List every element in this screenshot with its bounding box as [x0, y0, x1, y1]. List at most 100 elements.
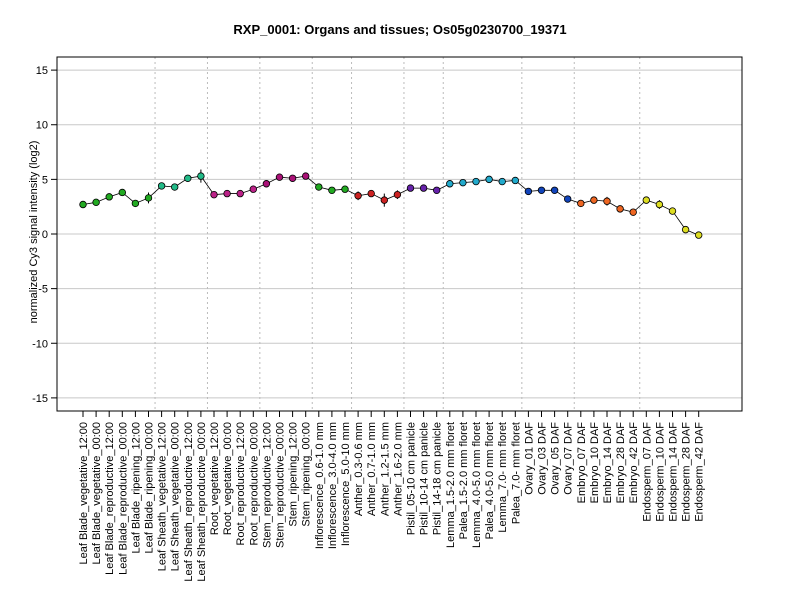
data-point [603, 197, 611, 205]
x-tick-label: Embryo_14 DAF [602, 422, 614, 504]
data-point [288, 174, 297, 182]
data-point-layer [79, 172, 703, 239]
data-point [655, 200, 664, 209]
data-point [511, 176, 519, 185]
data-point [380, 196, 388, 204]
x-tick-label: Leaf Blade_vegetative_12:00 [78, 422, 90, 565]
data-point [170, 183, 179, 191]
x-tick-label: Endosperm_10 DAF [654, 422, 666, 522]
x-axis: Leaf Blade_vegetative_12:00 Leaf Blade_ve… [78, 411, 706, 582]
data-point [157, 182, 166, 190]
y-axis: -15 -10 -5 0 5 10 15 [32, 65, 57, 405]
data-point [459, 178, 467, 187]
x-tick-label: Endosperm_07 DAF [641, 422, 653, 522]
x-tick-label: Pistil_05-10 cm panicle [406, 422, 418, 535]
x-tick-label: Endosperm_14 DAF [668, 422, 680, 522]
x-tick-label: Stem_ripening_00:00 [301, 422, 313, 527]
y-tick-label: 0 [42, 229, 48, 241]
x-tick-label: Anther_0.3-0.6 mm [353, 422, 365, 516]
x-tick-label: Leaf Sheath_vegetative_00:00 [170, 422, 182, 571]
data-point [668, 207, 677, 215]
data-point [564, 195, 572, 203]
x-tick-label: Ovary_01 DAF [523, 422, 535, 495]
x-tick-label: Anther_0.7-1.0 mm [366, 422, 378, 516]
data-point [524, 187, 533, 196]
x-tick-label: Anther_1.2-1.5 mm [379, 422, 391, 516]
x-tick-label: Anther_1.6-2.0 mm [392, 422, 404, 516]
data-point [249, 185, 257, 193]
x-tick-label: Lemma_7.0- mm floret [497, 422, 509, 533]
grid-layer [57, 57, 742, 411]
x-tick-label: Leaf Sheath_vegetative_12:00 [157, 422, 169, 571]
data-point [315, 183, 323, 191]
data-point [210, 190, 218, 199]
x-tick-label: Leaf Blade_reproductive_12:00 [104, 422, 116, 575]
x-tick-label: Lemma_1.5-2.0 mm floret [445, 422, 457, 548]
data-point [433, 186, 441, 194]
data-point [184, 174, 192, 182]
data-point [367, 189, 375, 198]
data-point [105, 193, 113, 201]
x-tick-label: Pistil_14-18 cm panicle [432, 422, 444, 535]
data-point [446, 180, 454, 188]
y-tick-label: 15 [36, 65, 48, 77]
x-tick-label: Root_vegetative_12:00 [209, 422, 221, 535]
x-tick-label: Pistil_10-14 cm panicle [419, 422, 431, 535]
x-tick-label: Root_reproductive_00:00 [248, 422, 260, 546]
data-point [118, 188, 126, 197]
x-tick-label: Root_vegetative_00:00 [222, 422, 234, 535]
x-tick-label: Leaf Blade_ripening_12:00 [130, 422, 142, 554]
x-tick-label: Embryo_42 DAF [628, 422, 640, 504]
x-tick-label: Palea_7.0- mm floret [510, 422, 522, 524]
x-tick-label: Palea_1.5-2.0 mm floret [458, 422, 470, 539]
x-tick-label: Embryo_10 DAF [589, 422, 601, 504]
data-point [236, 189, 244, 198]
x-tick-label: Ovary_03 DAF [537, 422, 549, 495]
y-tick-label: -15 [32, 393, 48, 405]
data-point [393, 190, 402, 199]
x-tick-label: Stem_ripening_12:00 [288, 422, 300, 527]
data-point [144, 194, 153, 202]
x-tick-label: Embryo_28 DAF [615, 422, 627, 504]
data-point [197, 172, 205, 180]
data-point [262, 180, 271, 188]
x-tick-label: Inflorescence_3.0-4.0 mm [327, 422, 339, 549]
data-point [328, 186, 336, 194]
data-point [341, 185, 349, 193]
data-point [406, 184, 415, 192]
x-tick-label: Endosperm_42 DAF [694, 422, 706, 522]
data-point [629, 208, 637, 216]
x-tick-label: Leaf Sheath_reproductive_00:00 [196, 422, 208, 582]
x-tick-label: Leaf Blade_vegetative_00:00 [91, 422, 103, 565]
x-tick-label: Leaf Blade_ripening_00:00 [144, 422, 156, 554]
data-point [92, 198, 100, 207]
x-tick-label: Endosperm_28 DAF [681, 422, 693, 522]
data-point [590, 196, 598, 204]
data-point [223, 189, 231, 198]
x-tick-label: Lemma_4.0-5.0 mm floret [471, 422, 483, 548]
data-point [302, 172, 310, 180]
data-point [485, 175, 493, 184]
y-axis-label: normalized Cy3 signal intensity (log2) [28, 141, 40, 324]
chart-title: RXP_0001: Organs and tissues; Os05g02307… [233, 22, 566, 37]
data-point [616, 205, 624, 213]
data-point [498, 177, 506, 186]
data-point [577, 199, 585, 208]
x-tick-label: Root_reproductive_12:00 [235, 422, 247, 546]
y-tick-label: 5 [42, 174, 48, 186]
data-point [550, 186, 559, 194]
data-point [642, 196, 650, 204]
x-tick-label: Ovary_05 DAF [550, 422, 562, 495]
x-tick-label: Leaf Sheath_reproductive_12:00 [183, 422, 195, 582]
data-point [79, 200, 87, 209]
x-tick-label: Palea_4.0-5.0 mm floret [484, 422, 496, 539]
x-tick-label: Embryo_07 DAF [576, 422, 588, 504]
x-tick-label: Stem_reproductive_00:00 [275, 422, 287, 548]
x-tick-label: Ovary_07 DAF [563, 422, 575, 495]
x-tick-label: Leaf Blade_reproductive_00:00 [117, 422, 129, 575]
data-point [681, 225, 690, 234]
y-tick-label: 10 [36, 120, 48, 132]
x-tick-label: Inflorescence_5.0-10 mm [340, 422, 352, 546]
data-point [695, 231, 703, 239]
